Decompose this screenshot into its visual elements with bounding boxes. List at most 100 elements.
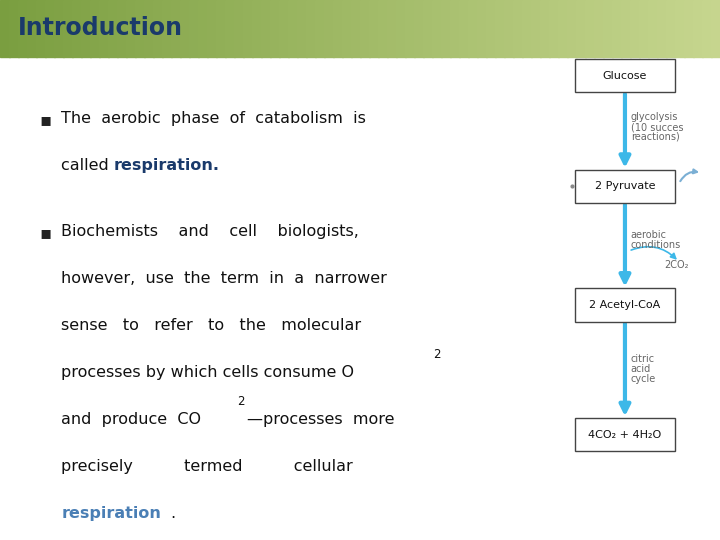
Bar: [396, 0, 407, 57]
Bar: [333, 0, 343, 57]
Text: precisely          termed          cellular: precisely termed cellular: [61, 459, 353, 474]
Text: however,  use  the  term  in  a  narrower: however, use the term in a narrower: [61, 271, 387, 286]
Text: 2 Acetyl-CoA: 2 Acetyl-CoA: [590, 300, 660, 310]
Bar: [621, 0, 631, 57]
Bar: [585, 0, 595, 57]
Bar: [45, 0, 55, 57]
Text: —processes  more: —processes more: [247, 412, 395, 427]
Bar: [261, 0, 271, 57]
Bar: [144, 0, 154, 57]
Text: 2: 2: [433, 348, 440, 361]
Bar: [81, 0, 91, 57]
Text: 2 Pyruvate: 2 Pyruvate: [595, 181, 655, 191]
Bar: [495, 0, 505, 57]
Text: glycolysis: glycolysis: [631, 112, 678, 123]
Bar: [576, 0, 586, 57]
Bar: [342, 0, 353, 57]
Text: and  produce  CO: and produce CO: [61, 412, 201, 427]
Text: 2: 2: [238, 395, 245, 408]
Bar: [216, 0, 226, 57]
Bar: [531, 0, 541, 57]
Bar: [675, 0, 685, 57]
Bar: [306, 0, 317, 57]
Bar: [27, 0, 37, 57]
Bar: [279, 0, 289, 57]
Bar: [441, 0, 451, 57]
Bar: [504, 0, 514, 57]
Bar: [126, 0, 137, 57]
Text: Introduction: Introduction: [18, 16, 183, 40]
Bar: [666, 0, 677, 57]
Bar: [351, 0, 361, 57]
Bar: [9, 0, 19, 57]
Text: .: .: [171, 506, 176, 521]
Text: Glucose: Glucose: [603, 71, 647, 80]
Text: ▪: ▪: [40, 224, 52, 242]
Bar: [648, 0, 658, 57]
Text: respiration.: respiration.: [114, 158, 220, 173]
Bar: [630, 0, 641, 57]
Text: cycle: cycle: [631, 374, 656, 383]
Bar: [324, 0, 334, 57]
Text: acid: acid: [631, 364, 651, 374]
Bar: [684, 0, 694, 57]
FancyBboxPatch shape: [575, 288, 675, 322]
Bar: [369, 0, 379, 57]
Bar: [477, 0, 487, 57]
Text: processes by which cells consume O: processes by which cells consume O: [61, 365, 354, 380]
Bar: [513, 0, 523, 57]
Bar: [315, 0, 325, 57]
Text: Biochemists    and    cell    biologists,: Biochemists and cell biologists,: [61, 224, 359, 239]
FancyBboxPatch shape: [575, 59, 675, 92]
Bar: [117, 0, 127, 57]
Bar: [549, 0, 559, 57]
Bar: [234, 0, 245, 57]
Bar: [180, 0, 190, 57]
Bar: [270, 0, 281, 57]
Bar: [297, 0, 307, 57]
Bar: [288, 0, 299, 57]
Bar: [225, 0, 235, 57]
Bar: [63, 0, 73, 57]
Bar: [135, 0, 145, 57]
Bar: [171, 0, 181, 57]
Text: ▪: ▪: [40, 111, 52, 129]
Bar: [558, 0, 569, 57]
Bar: [378, 0, 389, 57]
Text: sense   to   refer   to   the   molecular: sense to refer to the molecular: [61, 318, 361, 333]
FancyBboxPatch shape: [575, 418, 675, 451]
Bar: [243, 0, 253, 57]
FancyBboxPatch shape: [575, 170, 675, 203]
Text: aerobic: aerobic: [631, 230, 667, 240]
Bar: [198, 0, 209, 57]
Bar: [108, 0, 119, 57]
Bar: [639, 0, 649, 57]
Bar: [567, 0, 577, 57]
Bar: [414, 0, 424, 57]
Bar: [693, 0, 703, 57]
Text: called: called: [61, 158, 114, 173]
Bar: [468, 0, 478, 57]
Bar: [0, 57, 720, 540]
Bar: [18, 0, 29, 57]
Bar: [153, 0, 163, 57]
Bar: [432, 0, 442, 57]
Bar: [36, 0, 46, 57]
Bar: [594, 0, 604, 57]
Text: 4CO₂ + 4H₂O: 4CO₂ + 4H₂O: [588, 430, 662, 440]
Bar: [603, 0, 613, 57]
Bar: [540, 0, 550, 57]
Bar: [252, 0, 262, 57]
Bar: [99, 0, 109, 57]
Bar: [405, 0, 415, 57]
Bar: [612, 0, 622, 57]
Bar: [207, 0, 217, 57]
Text: reactions): reactions): [631, 132, 680, 142]
Text: (10 succes: (10 succes: [631, 122, 683, 132]
Bar: [189, 0, 199, 57]
Bar: [450, 0, 461, 57]
Text: citric: citric: [631, 354, 655, 364]
Text: respiration: respiration: [61, 506, 161, 521]
Bar: [72, 0, 82, 57]
Bar: [162, 0, 173, 57]
